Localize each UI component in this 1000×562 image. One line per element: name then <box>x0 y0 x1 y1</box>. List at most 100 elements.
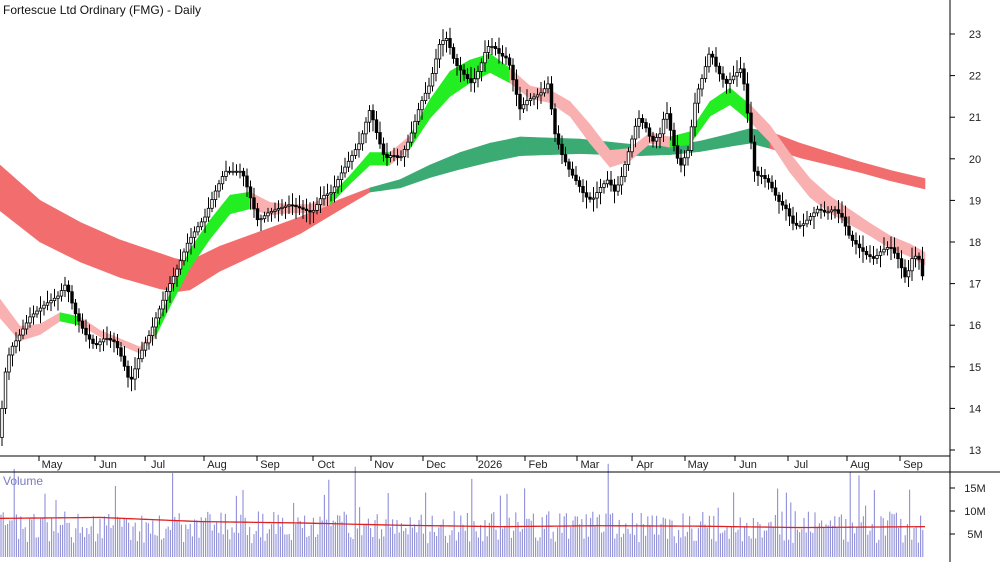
candle-body <box>847 225 851 236</box>
long-term-ribbon-segment <box>159 253 176 293</box>
candle-body <box>357 143 361 151</box>
candle-body <box>189 236 193 244</box>
candle-body <box>252 197 256 210</box>
candle-body <box>539 92 543 96</box>
candle-body <box>878 251 883 256</box>
candle-body <box>31 313 36 318</box>
candle-body <box>294 205 298 208</box>
candle-body <box>567 161 571 170</box>
candle-body <box>563 154 568 163</box>
time-tick-label: Mar <box>581 459 600 471</box>
candle-body <box>843 216 848 227</box>
candle-body <box>308 210 312 213</box>
candle-body <box>3 371 8 409</box>
candle-body <box>896 252 900 260</box>
candle-body <box>707 53 711 68</box>
candle-body <box>742 68 746 85</box>
candle-body <box>329 192 333 195</box>
candle-body <box>56 295 60 299</box>
candle-body <box>801 223 806 226</box>
candle-body <box>28 316 32 324</box>
time-tick-label: Jul <box>794 459 808 471</box>
candle-body <box>367 110 372 123</box>
candle-body <box>542 88 547 94</box>
candle-body <box>549 83 554 110</box>
candle-body <box>490 46 494 48</box>
candle-body <box>773 187 778 196</box>
candle-body <box>364 121 368 135</box>
candle-body <box>448 38 452 48</box>
candle-body <box>427 85 431 94</box>
price-tick-label: 22 <box>969 71 981 83</box>
candle-body <box>626 151 631 165</box>
candle-body <box>52 297 57 301</box>
candle-body <box>343 166 347 174</box>
candle-body <box>35 310 39 315</box>
candle-body <box>94 343 99 346</box>
candle-body <box>322 195 326 200</box>
candle-body <box>500 53 505 57</box>
candle-body <box>640 117 645 123</box>
candle-body <box>280 206 284 209</box>
candle-body <box>714 56 718 67</box>
moving-average-ribbons <box>0 53 926 355</box>
candle-body <box>420 100 424 111</box>
candle-body <box>644 122 648 129</box>
candle-body <box>423 92 428 101</box>
candle-body <box>777 194 781 202</box>
candle-body <box>917 255 921 260</box>
candle-body <box>266 212 270 217</box>
candle-body <box>339 172 344 181</box>
candle-body <box>889 247 893 249</box>
candle-body <box>143 342 148 351</box>
candle-body <box>353 149 358 156</box>
chart-title: Fortescue Ltd Ordinary (FMG) - Daily <box>3 3 201 17</box>
candle-body <box>24 322 29 330</box>
candle-body <box>689 126 694 151</box>
candle-body <box>752 141 757 172</box>
candle-body <box>136 358 141 370</box>
candle-body <box>213 190 218 200</box>
candle-body <box>287 204 291 207</box>
candle-body <box>871 256 876 259</box>
candle-body <box>434 58 438 74</box>
long-term-ribbon-segment <box>519 136 551 156</box>
candle-body <box>192 231 197 238</box>
candle-body <box>224 170 228 177</box>
candle-body <box>612 184 617 192</box>
candle-body <box>325 193 330 196</box>
candle-body <box>297 206 302 209</box>
candle-body <box>112 339 116 342</box>
candle-body <box>437 44 442 60</box>
candle-body <box>220 176 225 185</box>
candle-body <box>826 211 830 214</box>
candle-body <box>119 347 123 357</box>
candle-body <box>129 376 134 380</box>
candle-body <box>532 96 536 100</box>
candle-body <box>738 68 743 73</box>
price-tick-label: 13 <box>969 445 981 457</box>
candle-body <box>525 100 529 106</box>
candle-body <box>227 170 232 173</box>
candle-body <box>87 334 92 340</box>
candle-body <box>42 304 46 309</box>
candle-body <box>605 179 610 185</box>
candle-body <box>150 326 155 336</box>
long-term-ribbon-segment <box>889 169 926 190</box>
candle-body <box>108 338 113 341</box>
candle-body <box>234 170 239 173</box>
time-tick-label: Aug <box>207 459 227 471</box>
candle-body <box>570 168 575 176</box>
candle-body <box>483 52 487 64</box>
candle-body <box>458 65 463 71</box>
price-tick-label: 15 <box>969 362 981 374</box>
time-tick-label: Sep <box>260 459 280 471</box>
candle-body <box>217 183 221 192</box>
candle-body <box>717 65 722 75</box>
candle-body <box>10 345 15 356</box>
candle-body <box>819 208 823 211</box>
candle-body <box>514 79 519 95</box>
candle-body <box>850 234 855 241</box>
